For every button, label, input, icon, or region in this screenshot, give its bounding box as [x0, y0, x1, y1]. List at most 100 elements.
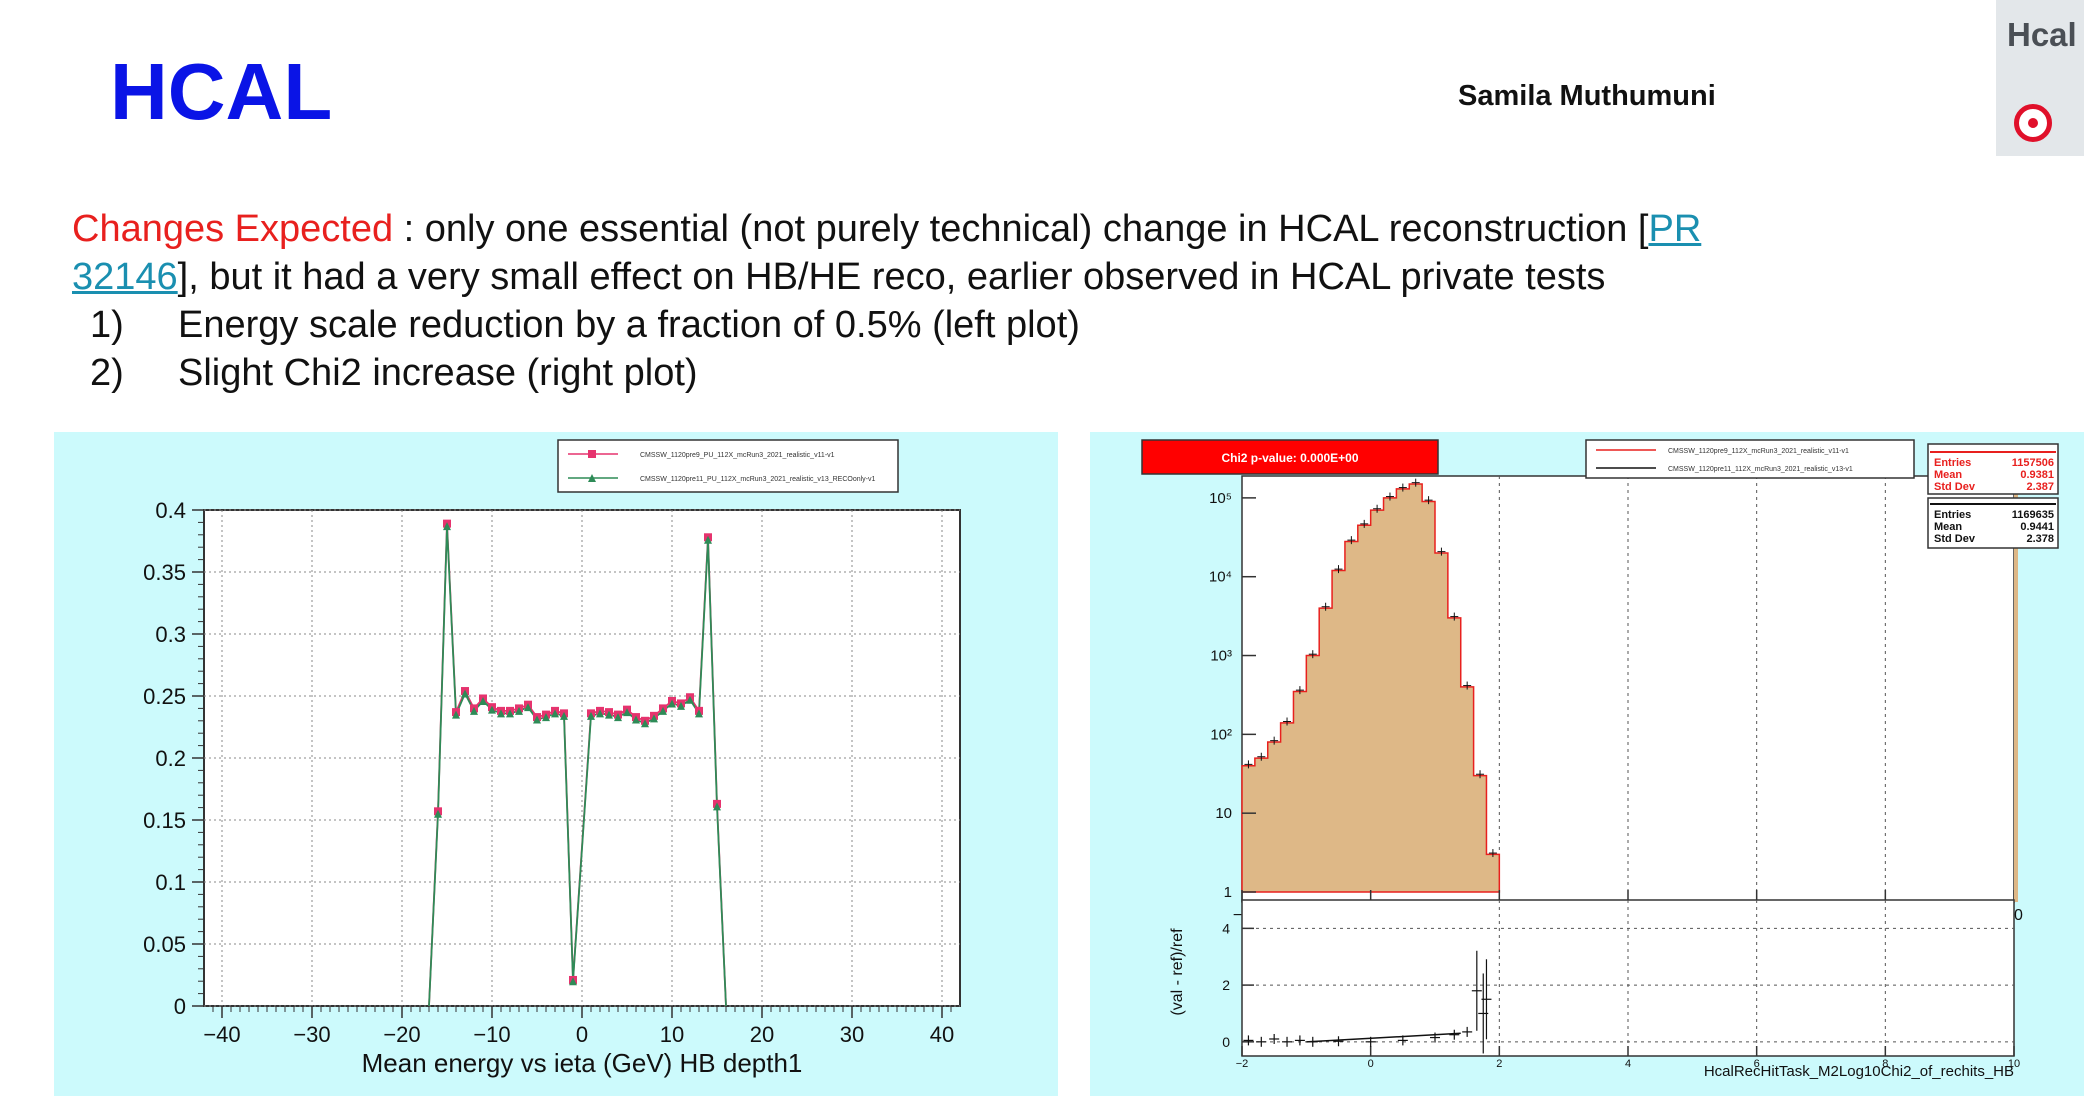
chi2-pvalue-box [1141, 439, 1439, 475]
legend-label-ref: CMSSW_1120pre9_PU_112X_mcRun3_2021_reali… [640, 452, 835, 459]
x-tick-label: 20 [750, 1022, 774, 1047]
stats-value: 1157506 [2012, 457, 2054, 469]
x-tick-label: 10 [2008, 1058, 2020, 1070]
data-point [443, 522, 451, 531]
y-tick-label: 0 [174, 994, 186, 1019]
x-tick-label: 10 [660, 1022, 684, 1047]
x-tick-label: 6 [1754, 1058, 1760, 1070]
pr-link-b[interactable]: 32146 [72, 256, 178, 298]
x-tick-label: 40 [930, 1022, 954, 1047]
x-axis-label: Mean energy vs ieta (GeV) HB depth1 [362, 1048, 803, 1078]
stats-label: Std Dev [1934, 533, 1976, 545]
y-tick-label: 2 [1222, 977, 1230, 993]
pr-link-a[interactable]: PR [1648, 208, 1702, 250]
corner-tab-label: Hcal [2007, 16, 2077, 53]
y-tick-label: 10⁴ [1209, 569, 1232, 586]
data-point [587, 711, 595, 720]
data-point [569, 977, 577, 986]
data-point [452, 710, 460, 719]
y-tick-label: 1 [1224, 884, 1232, 901]
legend-label-val: CMSSW_1120pre11_PU_112X_mcRun3_2021_real… [640, 476, 876, 483]
intro-text-a: : only one essential (not purely technic… [393, 208, 1649, 250]
x-tick-label: 0 [576, 1022, 588, 1047]
intro-paragraph: Changes Expected : only one essential (n… [72, 205, 1832, 301]
y-tick-label: 0.2 [155, 746, 186, 771]
author-name: Samila Muthumuni [1458, 80, 1716, 112]
x-tick-label: 2 [1496, 1058, 1502, 1070]
data-point [659, 706, 667, 715]
stats-value: 0.9381 [2020, 469, 2054, 481]
data-point [713, 802, 721, 811]
histogram-ref [1241, 483, 1501, 893]
data-point [434, 809, 442, 818]
data-point [677, 701, 685, 710]
y-tick-label: 0.4 [155, 498, 186, 523]
data-point [470, 706, 478, 715]
data-point [497, 709, 505, 718]
x-tick-label: −30 [293, 1022, 330, 1047]
list-text: Slight Chi2 increase (right plot) [178, 352, 698, 394]
chi2-plot: 1 10 10² 10³ 10⁴ 10⁵ −2 0 2 4 6 8 10 Chi2 p-value: … [1141, 439, 2059, 1080]
data-point [524, 703, 532, 712]
y-tick-label: 0.05 [143, 932, 186, 957]
data-point [704, 535, 712, 544]
x-tick-label: −2 [1236, 1058, 1249, 1070]
stats-label: Entries [1934, 457, 1971, 469]
changes-label: Changes Expected [72, 208, 394, 250]
data-point [695, 709, 703, 718]
y-tick-label: 0.35 [143, 560, 186, 585]
body-text: Changes Expected : only one essential (n… [72, 205, 1832, 397]
y-tick-label: 4 [1222, 920, 1230, 936]
stats-value: 0.9441 [2020, 521, 2054, 533]
ratio-y-label: (val - ref)/ref [1169, 928, 1186, 1016]
legend-box [557, 439, 899, 493]
chi2-pvalue-label: Chi2 p-value: 0.000E+00 [1221, 451, 1358, 465]
x-tick-label: −10 [473, 1022, 510, 1047]
target-icon[interactable] [2014, 104, 2052, 142]
data-point [461, 689, 469, 698]
data-point [596, 709, 604, 718]
y-tick-label: 0.25 [143, 684, 186, 709]
list-text: Energy scale reduction by a fraction of … [178, 304, 1080, 346]
y-tick-label: 0.3 [155, 622, 186, 647]
stats-value: 1169635 [2012, 509, 2054, 521]
data-point [551, 709, 559, 718]
data-point [650, 714, 658, 723]
data-point [479, 696, 487, 705]
x-tick-label: 8 [1882, 1058, 1888, 1070]
x-tick-label: −20 [383, 1022, 420, 1047]
ratio-trend [1306, 1032, 1461, 1043]
legend-marker-val [588, 474, 596, 482]
intro-text-b: ], but it had a very small effect on HB/… [177, 256, 1606, 298]
list-item: 2) Slight Chi2 increase (right plot) [72, 349, 1832, 397]
data-point [488, 705, 496, 714]
list-number: 1) [90, 304, 124, 346]
overflow-bar [2014, 476, 2018, 902]
y-tick-label: 10³ [1210, 648, 1232, 665]
data-point [560, 711, 568, 720]
data-point [686, 695, 694, 704]
x-tick-label: 0 [1368, 1058, 1374, 1070]
stats-label: Mean [1934, 521, 1962, 533]
y-tick-label: 0.15 [143, 808, 186, 833]
data-point [632, 715, 640, 724]
data-point [614, 713, 622, 722]
stats-box-val [1927, 497, 2059, 549]
stats-value: 2.387 [2026, 481, 2054, 493]
x-tick-label: 30 [840, 1022, 864, 1047]
data-point [533, 715, 541, 724]
x-tick-label: 4 [1625, 1058, 1631, 1070]
stats-label: Std Dev [1934, 481, 1976, 493]
legend-marker-ref [588, 450, 596, 458]
data-point [542, 713, 550, 722]
data-point [641, 719, 649, 728]
list-number: 2) [90, 352, 124, 394]
left-plot-panel: 0 0.05 0.1 0.15 0.2 0.25 0.3 0.35 0.4 −40 −30 −20 −… [54, 432, 1058, 1096]
legend-label-ref: CMSSW_1120pre9_112X_mcRun3_2021_realisti… [1668, 448, 1849, 455]
data-point [515, 706, 523, 715]
stats-label: Mean [1934, 469, 1962, 481]
right-plot-panel: 1 10 10² 10³ 10⁴ 10⁵ −2 0 2 4 6 8 10 Chi2 p-value: … [1090, 432, 2084, 1096]
legend-label-val: CMSSW_1120pre11_112X_mcRun3_2021_realist… [1668, 466, 1853, 473]
y-tick-label: 10 [1215, 805, 1232, 822]
y-tick-label: 10² [1210, 726, 1232, 743]
